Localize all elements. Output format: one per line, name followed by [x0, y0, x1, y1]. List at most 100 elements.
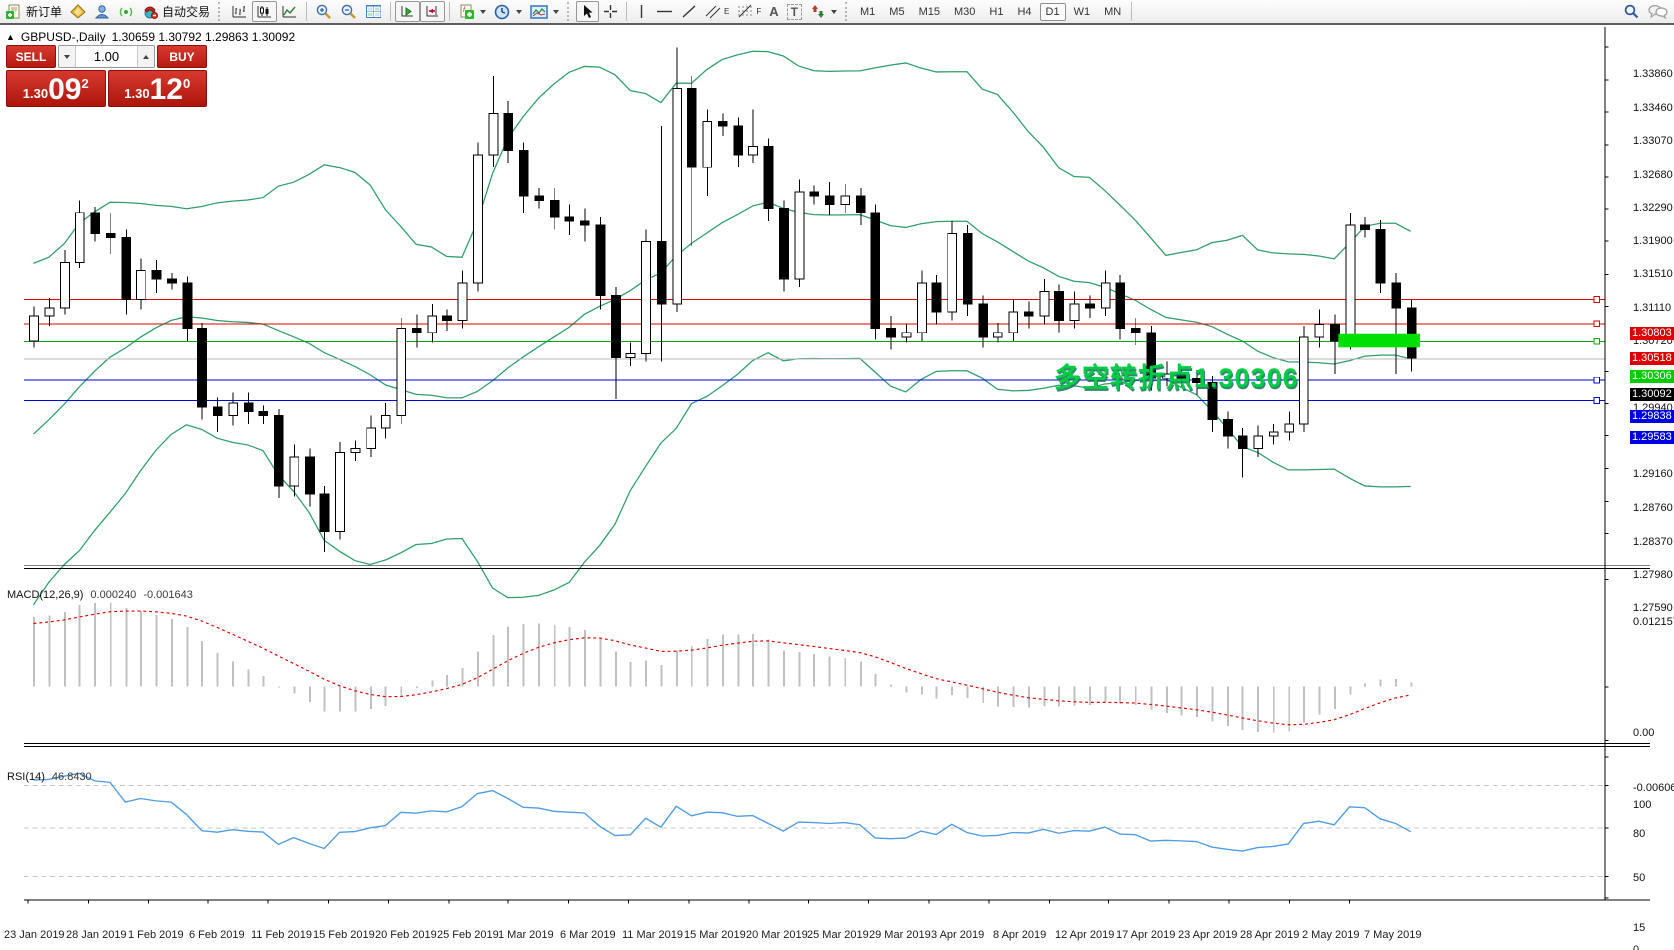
- candle-body: [1100, 282, 1111, 309]
- volume-input[interactable]: [76, 46, 137, 67]
- trendline-tool-button[interactable]: [677, 1, 701, 22]
- dropdown-caret-icon: [553, 9, 560, 14]
- alerts-button[interactable]: [114, 1, 138, 22]
- buy-price-big: 12: [149, 73, 183, 106]
- crosshair-icon: [604, 5, 618, 18]
- arrows-icon: [812, 5, 824, 18]
- arrows-tool-button[interactable]: [806, 1, 841, 22]
- candle-body: [1268, 431, 1279, 437]
- macd-tick-label: 0.012157: [1633, 616, 1674, 628]
- auto-scroll-button[interactable]: [395, 1, 421, 22]
- chart-frame: [23, 27, 1651, 904]
- cursor-tool-button[interactable]: [576, 1, 600, 22]
- crosshair-tool-button[interactable]: [599, 1, 622, 22]
- volume-decrease-button[interactable]: [59, 46, 76, 67]
- timeframe-H1[interactable]: H1: [989, 5, 1004, 18]
- zoom-in-button[interactable]: [311, 1, 336, 22]
- bollinger-lower-band: [32, 352, 1411, 606]
- chart-candles-button[interactable]: [252, 1, 278, 22]
- auto-trading-button[interactable]: 自动交易: [138, 1, 214, 22]
- candle-body: [763, 146, 774, 210]
- new-order-button[interactable]: 新订单: [2, 1, 66, 22]
- profile-button[interactable]: [90, 1, 114, 22]
- templates-button[interactable]: [526, 1, 563, 22]
- chart-shift-button[interactable]: [420, 1, 446, 22]
- date-tick-label: 3 Apr 2019: [931, 929, 985, 941]
- buy-button[interactable]: BUY: [157, 45, 207, 68]
- vertical-line-icon: [640, 5, 643, 18]
- chart-bars-button[interactable]: [227, 1, 252, 22]
- vertical-line-tool-button[interactable]: [631, 1, 652, 22]
- price-tick-label: 1.31900: [1633, 235, 1673, 247]
- horizontal-line-tool-button[interactable]: [652, 1, 677, 22]
- timeframe-M30[interactable]: M30: [953, 5, 976, 18]
- volume-increase-button[interactable]: [137, 46, 154, 67]
- price-tick-label: 1.27590: [1633, 602, 1673, 614]
- macd-signal-line: [33, 610, 1411, 726]
- history-center-button[interactable]: [66, 1, 90, 22]
- channel-tool-button[interactable]: E: [701, 1, 733, 22]
- candle-body: [1314, 323, 1325, 338]
- cursor-icon: [584, 5, 593, 18]
- timeframe-M1[interactable]: M1: [860, 5, 876, 18]
- text-tool-button[interactable]: A: [765, 1, 782, 22]
- candle-body: [1024, 311, 1034, 317]
- candle-body: [1039, 290, 1050, 317]
- fibonacci-tool-button[interactable]: F: [733, 1, 765, 22]
- candle-body: [1375, 228, 1386, 284]
- candle-body: [1345, 224, 1356, 342]
- candle-body: [1223, 419, 1233, 437]
- level-endpoint-marker: [1593, 376, 1601, 384]
- sell-price-sup: 2: [81, 76, 89, 91]
- chat-button[interactable]: [1644, 1, 1672, 22]
- horizontal-line-icon: [657, 10, 673, 13]
- rsi-value: 46.8430: [51, 771, 92, 783]
- sell-button[interactable]: SELL: [6, 45, 56, 68]
- timeframe-M15[interactable]: M15: [918, 5, 940, 18]
- macd-name-label: MACD(12,26,9): [7, 589, 84, 601]
- chart-line-button[interactable]: [277, 1, 302, 22]
- collapse-panel-icon[interactable]: ▲: [6, 32, 15, 42]
- candle-body: [411, 328, 422, 334]
- chat-icon: [1648, 4, 1668, 19]
- timeframe-toolbar: M1 M5 M15 M30 H1 H4 D1 W1 MN: [854, 2, 1127, 21]
- date-tick-label: 20 Mar 2019: [746, 929, 808, 941]
- search-button[interactable]: [1619, 1, 1644, 22]
- rsi-tick-label: 15: [1633, 922, 1646, 934]
- toolbar-grip: [845, 2, 850, 21]
- candle-body: [1284, 423, 1295, 433]
- line-chart-icon: [282, 6, 297, 18]
- tile-windows-button[interactable]: [361, 1, 386, 22]
- candle-body: [656, 241, 667, 305]
- candle-body: [931, 282, 942, 313]
- periods-button[interactable]: [490, 1, 526, 22]
- candle-body: [29, 315, 39, 342]
- sell-price-display[interactable]: 1.30 09 2: [6, 70, 106, 107]
- buy-price-display[interactable]: 1.30 12 0: [107, 70, 207, 107]
- candle-body: [1207, 381, 1218, 421]
- candle-body: [901, 332, 912, 338]
- sell-price-small: 1.30: [22, 86, 49, 101]
- macd-value: 0.000240: [90, 589, 137, 601]
- text-label-tool-button[interactable]: T: [783, 1, 806, 22]
- candle-body: [733, 125, 744, 156]
- date-tick-label: 1 Feb 2019: [128, 929, 184, 941]
- price-level-badge: 1.30518: [1630, 352, 1674, 365]
- candle-body: [779, 208, 789, 280]
- indicators-button[interactable]: f: [454, 1, 490, 22]
- timeframe-M5[interactable]: M5: [889, 5, 905, 18]
- chart-text-annotation[interactable]: 多空转折点1.30306: [1054, 363, 1299, 393]
- candle-body: [794, 191, 805, 280]
- candle-body: [74, 212, 85, 263]
- candle-body: [305, 456, 315, 495]
- candle-body: [1115, 282, 1126, 330]
- timeframe-W1[interactable]: W1: [1073, 5, 1091, 18]
- timeframe-D1[interactable]: D1: [1039, 2, 1066, 21]
- candle-body: [686, 88, 697, 168]
- macd-label-row: MACD(12,26,9) 0.000240 -0.001643: [7, 589, 193, 601]
- zoom-out-button[interactable]: [336, 1, 361, 22]
- timeframe-MN[interactable]: MN: [1104, 5, 1122, 18]
- timeframe-H4[interactable]: H4: [1017, 5, 1032, 18]
- price-chart-canvas[interactable]: [0, 27, 1674, 950]
